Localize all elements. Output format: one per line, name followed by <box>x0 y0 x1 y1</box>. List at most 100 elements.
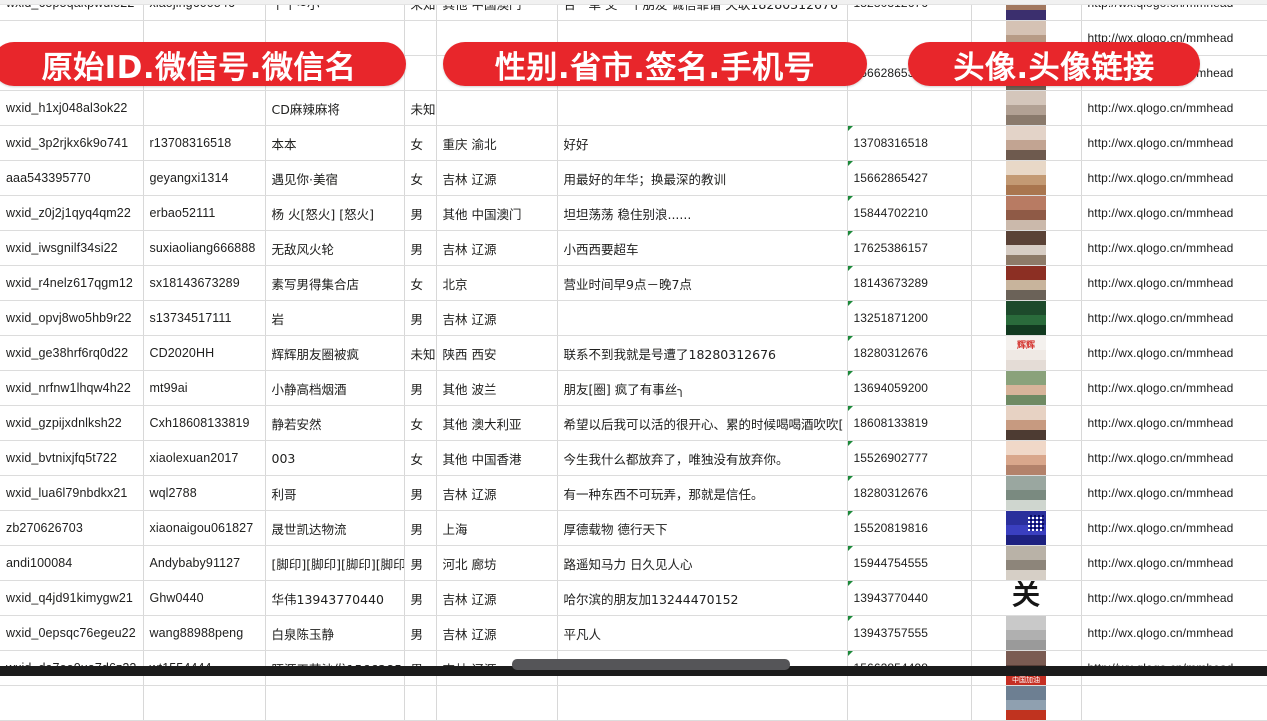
cell-wx-name[interactable]: 杨 火[怒火] [怒火] <box>265 195 405 231</box>
cell-avatar-url[interactable]: http://wx.qlogo.cn/mmhead <box>1081 510 1267 546</box>
cell-signature[interactable]: 联系不到我就是号遭了18280312676 <box>557 335 848 371</box>
cell-wx-name[interactable]: 小静高档烟酒 <box>265 370 405 406</box>
cell-province-city[interactable]: 吉林 辽源 <box>436 300 558 336</box>
cell-avatar[interactable]: 关 <box>971 580 1082 616</box>
cell-signature[interactable]: 朋友[圈] 疯了有事丝╮ <box>557 370 848 406</box>
cell-wx-name[interactable]: 遇见你·美宿 <box>265 160 405 196</box>
cell-province-city[interactable]: 其他 波兰 <box>436 370 558 406</box>
cell-phone[interactable]: 18280312676 <box>847 0 972 21</box>
cell-origin-id[interactable]: zb270626703 <box>0 510 144 546</box>
cell-avatar-url[interactable]: http://wx.qlogo.cn/mmhead <box>1081 300 1267 336</box>
cell-wx-id[interactable]: r13708316518 <box>143 125 266 161</box>
cell-avatar[interactable] <box>971 510 1082 546</box>
cell-avatar-url[interactable]: http://wx.qlogo.cn/mmhead <box>1081 125 1267 161</box>
cell-avatar[interactable]: 辉辉 <box>971 335 1082 371</box>
table-row[interactable]: wxid_ge38hrf6rq0d22 CD2020HH 辉辉朋友圈被疯 未知 陕西 西… <box>0 335 1267 371</box>
cell-avatar[interactable] <box>971 405 1082 441</box>
table-row[interactable]: wxid_opvj8wo5hb9r22 s13734517111 岩男吉林 辽源 13… <box>0 300 1267 336</box>
cell-avatar[interactable] <box>971 195 1082 231</box>
cell-wx-name[interactable]: 白泉陈玉静 <box>265 615 405 651</box>
table-row[interactable]: andi100084 Andybaby91127 [脚印][脚印][脚印][脚印男河… <box>0 545 1267 581</box>
cell-avatar-url[interactable]: http://wx.qlogo.cn/mmhead <box>1081 475 1267 511</box>
cell-wx-id[interactable]: sx18143673289 <box>143 265 266 301</box>
cell-wx-id[interactable]: CD2020HH <box>143 335 266 371</box>
cell-signature[interactable]: 平凡人 <box>557 615 848 651</box>
cell-province-city[interactable]: 吉林 辽源 <box>436 615 558 651</box>
cell-origin-id[interactable]: wxid_0epsqc76egeu22 <box>0 615 144 651</box>
cell-origin-id[interactable]: wxid_nrfnw1lhqw4h22 <box>0 370 144 406</box>
cell-phone[interactable] <box>847 685 972 721</box>
cell-gender[interactable]: 男 <box>404 580 437 616</box>
cell-avatar-url[interactable]: http://wx.qlogo.cn/mmhead <box>1081 545 1267 581</box>
cell-wx-name[interactable]: 晟世凯达物流 <box>265 510 405 546</box>
cell-wx-id[interactable]: xiaojing600546 <box>143 0 266 21</box>
cell-avatar[interactable] <box>971 230 1082 266</box>
cell-avatar[interactable] <box>971 370 1082 406</box>
cell-signature[interactable]: 哈尔滨的朋友加13244470152 <box>557 580 848 616</box>
cell-province-city[interactable]: 吉林 辽源 <box>436 580 558 616</box>
cell-gender[interactable]: 女 <box>404 440 437 476</box>
table-row[interactable]: wxid_bvtnixjfq5t722 xiaolexuan2017 003 女其他 … <box>0 440 1267 476</box>
cell-origin-id[interactable]: wxid_q4jd91kimygw21 <box>0 580 144 616</box>
cell-phone[interactable]: 13943757555 <box>847 615 972 651</box>
cell-avatar-url[interactable]: http://wx.qlogo.cn/mmhead <box>1081 440 1267 476</box>
cell-phone[interactable]: 15526902777 <box>847 440 972 476</box>
cell-province-city[interactable]: 吉林 辽源 <box>436 160 558 196</box>
cell-gender[interactable] <box>404 55 437 91</box>
cell-province-city[interactable] <box>436 90 558 126</box>
cell-phone[interactable]: 17625386157 <box>847 230 972 266</box>
cell-gender[interactable]: 女 <box>404 160 437 196</box>
table-row[interactable]: wxid_0epsqc76egeu22 wang88988peng 白泉陈玉静男吉林… <box>0 615 1267 651</box>
cell-origin-id[interactable]: wxid_h1xj048al3ok22 <box>0 90 144 126</box>
cell-origin-id[interactable]: wxid_z0j2j1qyq4qm22 <box>0 195 144 231</box>
cell-avatar-url[interactable]: http://wx.qlogo.cn/mmhead <box>1081 90 1267 126</box>
cell-phone[interactable]: 18280312676 <box>847 335 972 371</box>
cell-avatar-url[interactable]: http://wx.qlogo.cn/mmhead <box>1081 580 1267 616</box>
cell-province-city[interactable]: 上海 <box>436 510 558 546</box>
table-row[interactable]: aaa543395770 geyangxi1314 遇见你·美宿女吉林 辽源 用最好的… <box>0 160 1267 196</box>
cell-avatar[interactable] <box>971 300 1082 336</box>
cell-signature[interactable]: 厚德载物 德行天下 <box>557 510 848 546</box>
cell-avatar-url[interactable]: http://wx.qlogo.cn/mmhead <box>1081 405 1267 441</box>
cell-wx-id[interactable]: mt99ai <box>143 370 266 406</box>
cell-wx-name[interactable]: 岩 <box>265 300 405 336</box>
cell-wx-name[interactable]: 丫丫~小 <box>265 0 405 21</box>
cell-gender[interactable]: 女 <box>404 125 437 161</box>
cell-wx-name[interactable]: 静若安然 <box>265 405 405 441</box>
cell-wx-id[interactable]: suxiaoliang666888 <box>143 230 266 266</box>
cell-wx-name[interactable]: CD麻辣麻将 <box>265 90 405 126</box>
cell-wx-name[interactable]: 素写男得集合店 <box>265 265 405 301</box>
cell-phone[interactable]: 18280312676 <box>847 475 972 511</box>
table-row[interactable]: wxid_3p2rjkx6k9o741 r13708316518 本本女重庆 渝北好… <box>0 125 1267 161</box>
cell-avatar[interactable] <box>971 160 1082 196</box>
cell-avatar-url[interactable] <box>1081 685 1267 721</box>
cell-wx-id[interactable]: Ghw0440 <box>143 580 266 616</box>
cell-wx-name[interactable]: 利哥 <box>265 475 405 511</box>
cell-gender[interactable]: 男 <box>404 370 437 406</box>
cell-avatar[interactable] <box>971 265 1082 301</box>
cell-origin-id[interactable]: wxid_opvj8wo5hb9r22 <box>0 300 144 336</box>
cell-signature[interactable]: 用最好的年华；换最深的教训 <box>557 160 848 196</box>
cell-avatar[interactable] <box>971 475 1082 511</box>
cell-wx-id[interactable]: Cxh18608133819 <box>143 405 266 441</box>
cell-province-city[interactable]: 重庆 渝北 <box>436 125 558 161</box>
cell-signature[interactable]: 营业时间早9点－晚7点 <box>557 265 848 301</box>
cell-gender[interactable]: 女 <box>404 405 437 441</box>
cell-phone[interactable]: 15662865427 <box>847 160 972 196</box>
cell-province-city[interactable]: 其他 澳大利亚 <box>436 405 558 441</box>
cell-wx-id[interactable]: s13734517111 <box>143 300 266 336</box>
cell-origin-id[interactable]: wxid_65p5qakpwuie22 <box>0 0 144 21</box>
cell-province-city[interactable]: 其他 中国澳门 <box>436 195 558 231</box>
cell-wx-id[interactable] <box>143 685 266 721</box>
cell-phone[interactable]: 18143673289 <box>847 265 972 301</box>
cell-origin-id[interactable]: wxid_3p2rjkx6k9o741 <box>0 125 144 161</box>
cell-phone[interactable] <box>847 90 972 126</box>
cell-origin-id[interactable]: wxid_iwsgnilf34si22 <box>0 230 144 266</box>
cell-gender[interactable]: 男 <box>404 300 437 336</box>
cell-gender[interactable]: 男 <box>404 510 437 546</box>
cell-province-city[interactable]: 吉林 辽源 <box>436 230 558 266</box>
table-row[interactable]: wxid_q4jd91kimygw21 Ghw0440 华伟13943770440 男… <box>0 580 1267 616</box>
table-row[interactable] <box>0 685 1267 721</box>
